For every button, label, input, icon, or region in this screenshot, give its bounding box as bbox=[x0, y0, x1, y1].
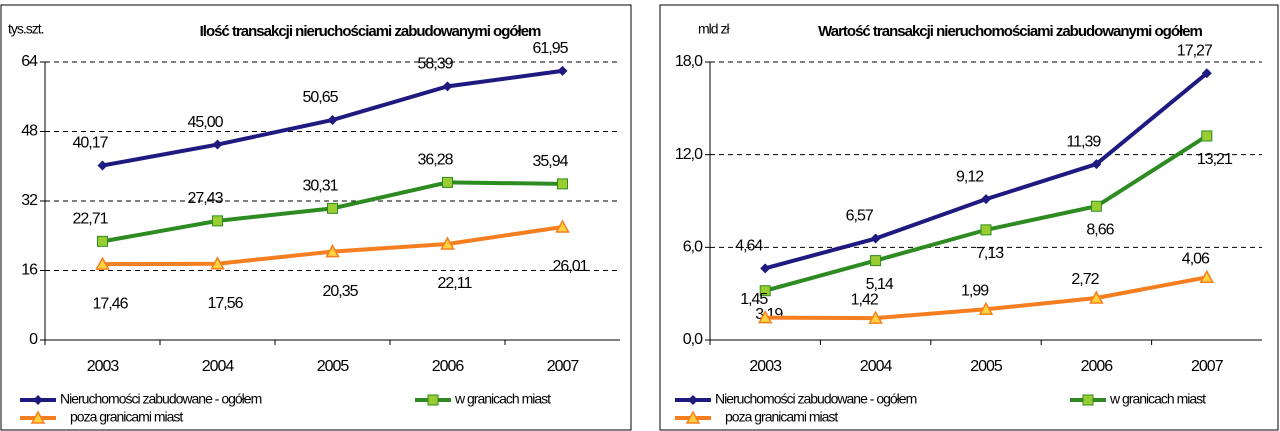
value-label: 45,00 bbox=[188, 114, 224, 131]
value-label: 22,71 bbox=[73, 211, 109, 228]
value-label: 1,99 bbox=[961, 282, 989, 299]
value-label: 40,17 bbox=[73, 135, 109, 152]
series-line bbox=[764, 71, 1209, 271]
value-label: 1,42 bbox=[851, 291, 879, 308]
marker bbox=[95, 256, 110, 270]
marker bbox=[97, 160, 108, 171]
value-label: 58,39 bbox=[418, 56, 454, 73]
marker bbox=[427, 394, 439, 406]
legend-label: Nieruchomości zabudowane - ogółem bbox=[715, 391, 917, 407]
x-tick-label: 2004 bbox=[860, 358, 893, 375]
marker bbox=[1091, 159, 1102, 170]
x-tick-label: 2006 bbox=[432, 358, 465, 375]
marker bbox=[442, 176, 453, 188]
x-tick-label: 2007 bbox=[1191, 358, 1224, 375]
value-label: 50,65 bbox=[303, 89, 339, 106]
marker bbox=[212, 215, 223, 227]
x-tick-label: 2006 bbox=[1081, 358, 1114, 375]
marker bbox=[978, 301, 994, 316]
value-label: 17,56 bbox=[208, 295, 244, 312]
marker bbox=[870, 255, 882, 267]
y-tick-label: 48 bbox=[21, 123, 38, 140]
x-tick-label: 2005 bbox=[317, 358, 350, 375]
marker bbox=[1082, 394, 1094, 406]
marker bbox=[555, 219, 570, 233]
value-label: 4,64 bbox=[735, 238, 763, 255]
marker bbox=[1201, 130, 1213, 142]
marker bbox=[980, 224, 992, 236]
value-label: 20,35 bbox=[323, 283, 359, 300]
legend-label: poza granicami miast bbox=[725, 409, 838, 425]
marker bbox=[325, 244, 340, 258]
marker bbox=[30, 410, 46, 424]
marker bbox=[981, 194, 991, 205]
y-tick-label: 6,0 bbox=[683, 239, 703, 256]
panel-border bbox=[0, 4, 632, 431]
value-label: 1,45 bbox=[740, 291, 768, 308]
chart-title: Ilość transakcji nieruchościami zabudowa… bbox=[200, 23, 541, 40]
marker bbox=[685, 410, 701, 424]
marker bbox=[688, 395, 698, 405]
value-label: 9,12 bbox=[956, 168, 984, 185]
marker bbox=[1199, 269, 1215, 284]
marker bbox=[757, 310, 773, 324]
x-tick-label: 2003 bbox=[87, 358, 120, 375]
legend-label: w granicach miast bbox=[454, 391, 551, 407]
x-tick-label: 2004 bbox=[202, 358, 235, 375]
marker bbox=[442, 81, 453, 92]
value-label: 8,66 bbox=[1086, 221, 1114, 238]
value-label: 27,43 bbox=[188, 190, 224, 207]
x-tick-label: 2003 bbox=[749, 358, 782, 375]
series-line bbox=[764, 134, 1208, 293]
x-tick-label: 2007 bbox=[547, 358, 580, 375]
panel-border bbox=[659, 4, 1279, 431]
marker bbox=[210, 256, 225, 270]
value-label: 6,57 bbox=[846, 208, 874, 225]
marker bbox=[1089, 290, 1104, 304]
legend-label: Nieruchomości zabudowane - ogółem bbox=[60, 391, 262, 407]
value-label: 13,21 bbox=[1197, 151, 1233, 168]
chart-title: Wartość transakcji nieruchomościami zabu… bbox=[818, 23, 1202, 40]
marker bbox=[1090, 200, 1102, 212]
y-tick-label: 12,0 bbox=[675, 146, 703, 163]
value-label: 5,14 bbox=[866, 276, 894, 293]
value-label: 4,06 bbox=[1182, 251, 1210, 268]
marker bbox=[327, 202, 338, 214]
value-label: 22,11 bbox=[438, 275, 473, 292]
y-tick-label: 16 bbox=[21, 262, 38, 279]
value-label: 17,46 bbox=[93, 295, 129, 312]
legend-label: w granicach miast bbox=[1109, 391, 1206, 407]
y-tick-label: 0,0 bbox=[683, 331, 703, 348]
y-axis-unit: tys.szt. bbox=[8, 21, 44, 37]
value-label: 35,94 bbox=[533, 153, 569, 170]
y-tick-label: 0 bbox=[29, 331, 38, 348]
marker bbox=[1201, 68, 1212, 79]
marker bbox=[440, 236, 455, 250]
value-label: 30,31 bbox=[303, 178, 339, 195]
y-tick-label: 64 bbox=[21, 53, 38, 70]
value-label: 2,72 bbox=[1071, 271, 1099, 288]
value-label: 36,28 bbox=[418, 152, 454, 169]
value-label: 7,13 bbox=[976, 245, 1004, 262]
value-label: 26,01 bbox=[553, 258, 589, 275]
marker bbox=[557, 178, 568, 190]
marker bbox=[33, 395, 43, 405]
value-label: 11,39 bbox=[1066, 133, 1101, 150]
y-tick-label: 32 bbox=[21, 192, 38, 209]
marker bbox=[557, 65, 568, 76]
marker bbox=[870, 233, 881, 244]
value-label: 61,95 bbox=[533, 40, 569, 57]
marker bbox=[212, 139, 223, 150]
x-tick-label: 2005 bbox=[970, 358, 1003, 375]
marker bbox=[759, 285, 771, 297]
marker bbox=[97, 235, 108, 247]
value-label: 17,27 bbox=[1177, 42, 1213, 59]
marker bbox=[760, 263, 771, 274]
y-axis-unit: mld zł bbox=[698, 21, 730, 37]
marker bbox=[868, 310, 883, 324]
y-tick-label: 18,0 bbox=[675, 53, 703, 70]
marker bbox=[327, 114, 338, 125]
legend-label: poza granicami miast bbox=[70, 409, 183, 425]
